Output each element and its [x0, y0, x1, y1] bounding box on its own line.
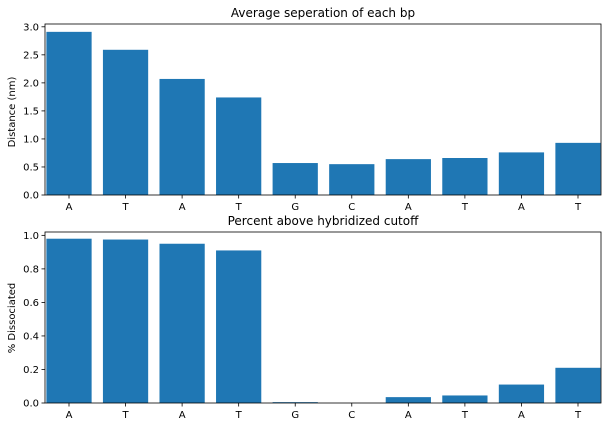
bar [329, 164, 375, 195]
y-ticks: 0.0 0.5 1.0 1.5 2.0 2.5 3.0 [23, 22, 45, 202]
x-tick-label: T [574, 410, 582, 421]
bars [46, 31, 601, 195]
chart-title: Percent above hybridized cutoff [228, 214, 419, 228]
plot-frame [44, 23, 602, 196]
y-tick-label: 0.5 [23, 162, 39, 173]
bar [272, 402, 318, 403]
bar [555, 142, 601, 195]
x-tick-label: T [574, 202, 582, 213]
bars [46, 238, 601, 403]
bar [442, 158, 488, 195]
bar [216, 97, 262, 195]
x-tick-label: A [179, 202, 186, 213]
chart-distance: Average seperation of each bp Distance (… [7, 6, 602, 213]
x-tick-label: G [291, 202, 299, 213]
x-tick-label: A [66, 202, 73, 213]
y-tick-label: 0.0 [23, 191, 39, 202]
y-tick-label: 0.2 [23, 365, 39, 376]
bar [216, 250, 262, 403]
y-tick-label: 1.5 [23, 106, 39, 117]
x-tick-label: T [461, 410, 469, 421]
y-axis-label: Distance (nm) [7, 77, 18, 148]
bar [385, 159, 431, 195]
y-tick-label: 0.4 [23, 331, 39, 342]
y-tick-label: 0.6 [23, 298, 39, 309]
bar [102, 49, 149, 195]
x-tick-label: T [235, 202, 243, 213]
bar [46, 31, 92, 195]
plot-frame [44, 231, 602, 404]
x-tick-label: A [518, 410, 525, 421]
y-tick-label: 3.0 [23, 22, 39, 33]
y-tick-label: 2.5 [23, 50, 39, 61]
x-tick-label: T [461, 202, 469, 213]
x-tick-label: T [235, 410, 243, 421]
x-tick-label: A [179, 410, 186, 421]
x-tick-label: A [405, 410, 412, 421]
chart-dissociated: Percent above hybridized cutoff % Dissoc… [7, 214, 602, 421]
bar [159, 78, 205, 195]
bar [102, 239, 149, 403]
y-tick-label: 1.0 [23, 134, 39, 145]
bar [272, 163, 318, 195]
x-tick-label: A [518, 202, 525, 213]
bar [159, 243, 205, 403]
x-tick-label: T [122, 202, 130, 213]
bar [498, 152, 545, 195]
y-tick-label: 0.0 [23, 399, 39, 410]
bar [442, 395, 488, 403]
bar [555, 367, 601, 403]
y-tick-label: 1.0 [23, 231, 39, 242]
bar [385, 397, 431, 403]
x-tick-label: A [405, 202, 412, 213]
chart-title: Average seperation of each bp [231, 6, 415, 20]
x-tick-label: C [348, 410, 355, 421]
y-tick-label: 2.0 [23, 78, 39, 89]
y-ticks: 0.0 0.2 0.4 0.6 0.8 1.0 [23, 231, 45, 410]
x-tick-label: T [122, 410, 130, 421]
bar [46, 238, 92, 403]
y-tick-label: 0.8 [23, 264, 39, 275]
x-tick-label: A [66, 410, 73, 421]
bar [498, 384, 545, 403]
x-tick-label: G [291, 410, 299, 421]
x-tick-label: C [348, 202, 355, 213]
y-axis-label: % Dissociated [7, 283, 18, 354]
